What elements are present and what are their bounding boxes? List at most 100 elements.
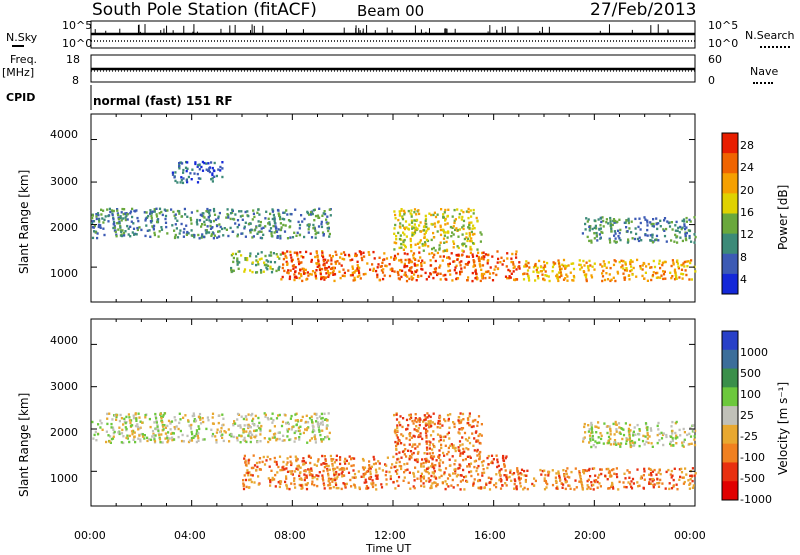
- power-cell: [590, 241, 593, 244]
- velocity-cell: [223, 430, 226, 433]
- velocity-cell: [286, 457, 289, 460]
- power-cell: [618, 237, 621, 240]
- power-cell: [361, 258, 364, 262]
- velocity-cell: [545, 481, 548, 484]
- power-cell: [398, 237, 401, 241]
- velocity-cell: [458, 466, 461, 470]
- power-cell: [444, 208, 447, 212]
- power-cell: [637, 239, 641, 243]
- power-cell: [295, 234, 298, 237]
- power-cell: [655, 234, 659, 238]
- power-cell: [665, 240, 668, 243]
- velocity-cell: [461, 427, 465, 430]
- power-cell: [249, 254, 252, 258]
- velocity-cell: [449, 413, 452, 416]
- velocity-cell: [276, 437, 279, 441]
- velocity-cell: [659, 472, 662, 476]
- velocity-cell: [136, 423, 139, 426]
- power-cell: [258, 258, 261, 261]
- velocity-cell: [490, 461, 493, 464]
- velocity-cell: [642, 434, 645, 438]
- velocity-cell: [619, 445, 622, 448]
- velocity-cell: [432, 455, 436, 458]
- power-cell: [318, 207, 321, 210]
- power-cell: [268, 221, 271, 224]
- power-cell: [468, 221, 471, 224]
- velocity-cell: [330, 459, 333, 462]
- power-cell: [561, 263, 564, 266]
- power-cell: [98, 220, 101, 223]
- power-cell: [610, 278, 613, 281]
- power-cell: [199, 213, 202, 216]
- power-cell: [460, 254, 464, 257]
- power-cell: [282, 211, 285, 214]
- power-cell: [338, 270, 341, 273]
- power-cell: [408, 260, 411, 263]
- power-cell: [412, 254, 415, 257]
- velocity-cell: [329, 487, 332, 490]
- velocity-cell: [290, 462, 293, 465]
- velocity-cell: [243, 457, 246, 460]
- velocity-cell: [599, 485, 602, 488]
- velocity-cell: [582, 470, 585, 473]
- power-cell: [486, 262, 489, 265]
- power-cell: [429, 272, 432, 275]
- power-cell: [303, 217, 306, 221]
- power-cell: [482, 258, 485, 261]
- velocity-cell: [623, 472, 626, 475]
- power-cell: [399, 269, 402, 272]
- power-cell: [372, 267, 375, 270]
- velocity-cell: [384, 473, 387, 477]
- velocity-cell: [586, 484, 589, 487]
- power-cell: [451, 215, 454, 218]
- velocity-cell: [173, 426, 176, 429]
- power-cell: [622, 267, 625, 270]
- velocity-cell: [221, 433, 224, 436]
- power-cell: [655, 222, 658, 226]
- velocity-cell: [317, 428, 321, 431]
- power-cell: [543, 264, 546, 267]
- power-cell: [273, 219, 276, 222]
- power-cell: [466, 239, 469, 243]
- power-cell: [394, 257, 397, 260]
- power-cell: [557, 279, 560, 283]
- velocity-cell: [141, 433, 144, 436]
- velocity-cell: [313, 434, 317, 437]
- velocity-cell: [400, 442, 403, 445]
- velocity-cell: [425, 442, 428, 445]
- power-cell: [528, 279, 531, 282]
- power-cell: [472, 224, 475, 227]
- velocity-cell: [345, 459, 348, 462]
- power-cell: [256, 232, 259, 235]
- velocity-cell: [106, 417, 109, 420]
- power-cell: [190, 229, 193, 232]
- velocity-cell: [422, 461, 425, 465]
- power-cell: [420, 274, 423, 278]
- freq-tick-low: 8: [72, 74, 79, 87]
- power-cell: [480, 268, 483, 271]
- power-cell: [452, 240, 455, 243]
- velocity-cell: [197, 425, 200, 428]
- power-cell: [234, 252, 237, 256]
- velocity-cell: [288, 487, 291, 491]
- velocity-cell: [500, 480, 503, 483]
- power-cell: [294, 270, 297, 273]
- velocity-cell: [548, 470, 551, 474]
- velocity-cell: [625, 486, 628, 489]
- power-cell: [305, 278, 308, 281]
- velocity-cell: [289, 455, 292, 458]
- velocity-cell: [149, 438, 153, 441]
- velocity-cell: [580, 482, 583, 485]
- power-cell: [356, 263, 359, 267]
- velocity-cell: [615, 473, 618, 476]
- power-cell: [427, 227, 430, 230]
- velocity-cell: [110, 422, 113, 426]
- velocity-cell: [658, 481, 661, 485]
- velocity-cell: [372, 462, 376, 466]
- power-cell: [689, 220, 692, 223]
- velocity-cell: [493, 483, 496, 487]
- velocity-cell: [180, 439, 184, 443]
- power-cell: [543, 260, 546, 264]
- power-cell: [644, 218, 647, 221]
- velocity-cell: [162, 428, 165, 431]
